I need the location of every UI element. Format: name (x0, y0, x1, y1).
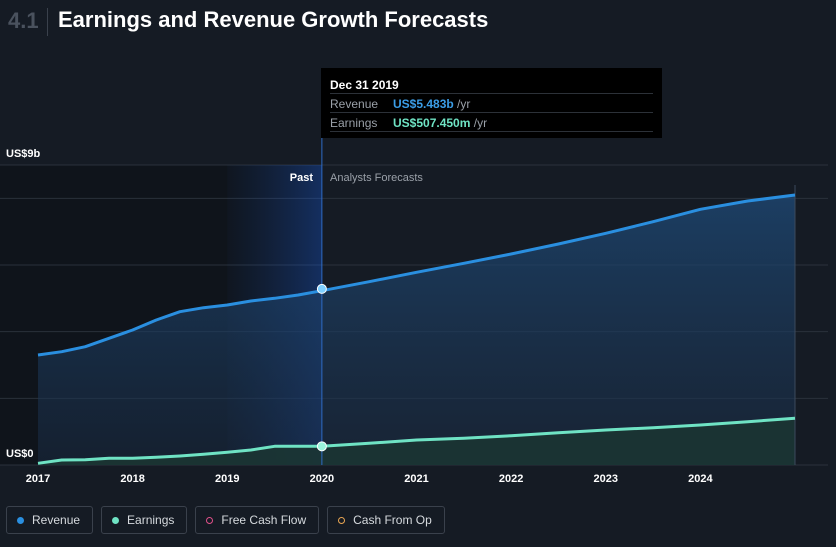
forecast-label: Analysts Forecasts (330, 172, 423, 184)
free-cash-flow-ring-icon (206, 516, 214, 524)
tooltip-earnings-unit: /yr (473, 116, 488, 130)
header-divider (47, 8, 48, 36)
legend-cash-from-op-button[interactable]: Cash From Op (327, 506, 445, 534)
x-axis-ticks: 2017 2018 2019 2020 2021 2022 2023 2024 (26, 473, 714, 485)
tooltip-earnings-label: Earnings (330, 116, 378, 130)
earnings-dot-icon (112, 516, 120, 524)
legend-revenue-button[interactable]: Revenue (6, 506, 94, 534)
growth-chart[interactable]: US$9b US$0 Past Analysts Forecasts 2017 2… (0, 0, 836, 500)
y-axis-bottom-label: US$0 (6, 448, 34, 460)
x-tick-label: 2017 (26, 473, 50, 485)
x-tick-label: 2020 (310, 473, 334, 485)
tooltip-revenue-unit: /yr (457, 97, 471, 111)
legend-earnings-button[interactable]: Earnings (101, 506, 188, 534)
tooltip-separator (330, 112, 653, 113)
tooltip-earnings-row: Earnings US$507.450m /yr (330, 116, 487, 130)
chart-legend: Revenue Earnings Free Cash Flow Cash Fro… (6, 506, 445, 534)
tooltip-earnings-value: US$507.450m (393, 116, 471, 130)
earnings-highlight-point[interactable] (316, 441, 327, 452)
legend-free-cash-flow-button[interactable]: Free Cash Flow (195, 506, 320, 534)
x-tick-label: 2018 (120, 473, 144, 485)
chart-title: Earnings and Revenue Growth Forecasts (58, 7, 489, 32)
revenue-area (38, 195, 795, 465)
tooltip-separator (330, 93, 653, 94)
x-tick-label: 2023 (594, 473, 618, 485)
tooltip-date: Dec 31 2019 (330, 78, 399, 92)
legend-label: Revenue (32, 513, 81, 527)
legend-label: Earnings (127, 513, 175, 527)
cash-from-op-ring-icon (338, 516, 346, 524)
tooltip-separator (330, 131, 653, 132)
legend-label: Cash From Op (353, 513, 432, 527)
revenue-highlight-point[interactable] (316, 283, 327, 294)
x-tick-label: 2019 (215, 473, 239, 485)
x-tick-label: 2022 (499, 473, 523, 485)
section-header: 4.1 Earnings and Revenue Growth Forecast… (0, 0, 836, 44)
tooltip-revenue-value: US$5.483b (393, 97, 454, 111)
section-number: 4.1 (8, 8, 39, 33)
x-tick-label: 2021 (404, 473, 428, 485)
legend-label: Free Cash Flow (221, 513, 307, 527)
tooltip-revenue-label: Revenue (330, 97, 379, 111)
tooltip-revenue-row: Revenue US$5.483b /yr (330, 97, 470, 111)
revenue-dot-icon (17, 516, 24, 524)
revenue-line[interactable] (37, 193, 796, 357)
chart-tooltip: Dec 31 2019 Revenue US$5.483b /yr Earning… (321, 68, 662, 138)
earnings-line[interactable] (37, 416, 796, 465)
x-tick-label: 2024 (688, 473, 713, 485)
y-axis-top-label: US$9b (6, 148, 41, 160)
past-label: Past (290, 172, 314, 184)
